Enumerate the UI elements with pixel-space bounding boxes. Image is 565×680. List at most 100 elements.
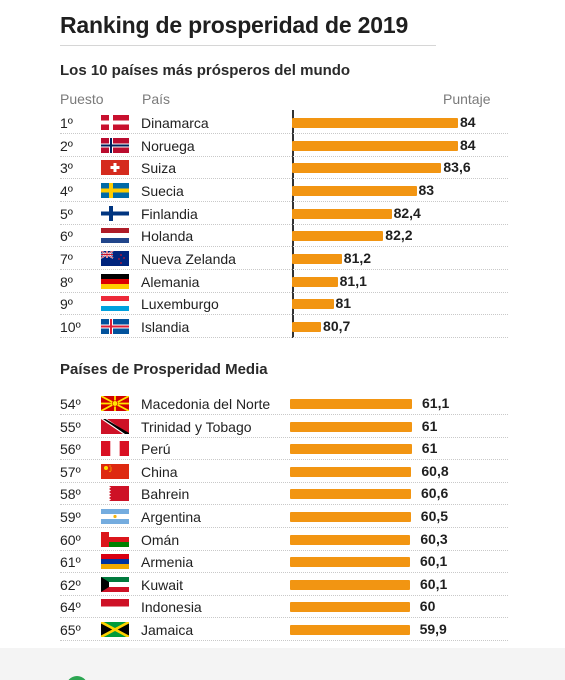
top10-row: 8º Alemania 81,1 (44, 271, 536, 293)
row-divider (60, 459, 508, 461)
medium-row: 64º Indonesia 60 (44, 596, 536, 619)
country-label: Suecia (141, 182, 184, 199)
country-label: Kuwait (141, 576, 184, 593)
value-label: 81 (335, 295, 352, 312)
bar-medium-4 (290, 489, 411, 500)
country-label: Armenia (141, 554, 194, 571)
row-divider (60, 246, 508, 248)
row-divider (60, 572, 508, 574)
flag-is-icon (101, 318, 129, 334)
medium-row: 62º Kuwait 60,1 (44, 574, 536, 596)
bar-medium-2 (290, 444, 412, 455)
value-label: 59,9 (419, 621, 447, 637)
rank-label: 10º (60, 318, 81, 335)
value-label: 60 (419, 598, 436, 615)
rank-label: 59º (60, 509, 81, 525)
rank-label: 55º (60, 418, 81, 435)
rank-label: 1º (60, 115, 73, 131)
flag-no-icon (101, 137, 129, 153)
chart-card: Ranking de prosperidad de 2019 Los 10 pa… (44, 0, 536, 648)
flag-nz-icon (101, 250, 129, 266)
value-label: 60,5 (420, 508, 449, 524)
value-label: 84 (460, 114, 476, 130)
bar-top10-5 (292, 231, 384, 242)
rank-label: 65º (60, 622, 81, 638)
rank-label: 8º (60, 273, 73, 290)
bar-medium-7 (290, 557, 410, 568)
bar-top10-4 (292, 208, 392, 219)
medium-row: 60º Omán 60,3 (44, 529, 536, 551)
rank-label: 3º (60, 160, 73, 177)
flag-id-icon (101, 599, 129, 615)
chart-title: Ranking de prosperidad de 2019 (60, 12, 409, 38)
bar-top10-0 (292, 118, 458, 128)
medium-row: 65º Jamaica 59,9 (44, 619, 536, 641)
row-divider (60, 291, 508, 293)
value-label: 81,2 (343, 249, 372, 266)
bar-top10-7 (292, 276, 338, 287)
medium-row: 56º Perú 61 (44, 438, 536, 461)
flag-lu-icon (101, 296, 129, 312)
flag-se-icon (101, 182, 129, 198)
flag-dk-icon (101, 115, 129, 130)
row-divider (60, 178, 508, 180)
rank-label: 60º (60, 531, 81, 548)
row-divider (60, 133, 508, 134)
value-label: 60,1 (420, 553, 448, 570)
value-label: 61 (421, 440, 438, 457)
flag-nl-icon (101, 228, 129, 244)
bar-top10-1 (292, 140, 458, 151)
country-label: Indonesia (141, 599, 202, 616)
country-label: Suiza (141, 160, 177, 177)
country-label: Noruega (141, 137, 195, 154)
top10-row: 4º Suecia 83 (44, 180, 536, 202)
bar-medium-5 (290, 512, 411, 522)
flag-kw-icon (101, 576, 129, 592)
value-label: 82,4 (393, 204, 421, 221)
bar-medium-1 (290, 421, 412, 432)
top10-row: 5º Finlandia 82,4 (44, 203, 536, 225)
rank-label: 9º (60, 296, 73, 313)
value-label: 83,6 (443, 159, 471, 176)
country-label: Bahrein (141, 486, 190, 503)
value-label: 83 (418, 181, 435, 198)
country-label: Jamaica (141, 622, 194, 638)
country-label: Omán (141, 531, 180, 548)
bar-top10-9 (292, 321, 322, 332)
medium-row: 55º Trinidad y Tobago 61 (44, 416, 536, 438)
flag-mk-icon (101, 396, 129, 411)
medium-row: 61º Armenia 60,1 (44, 551, 536, 574)
rank-label: 4º (60, 182, 73, 199)
top10-row: 2º Noruega 84 (44, 135, 536, 157)
section-title-top10: Los 10 países más prósperos del mundo (60, 62, 351, 79)
country-label: Finlandia (141, 205, 198, 222)
row-divider (60, 481, 508, 483)
bar-medium-10 (290, 625, 410, 635)
bar-top10-3 (292, 185, 417, 196)
country-label: Holanda (141, 228, 194, 245)
section-title-medium: Países de Prosperidad Media (60, 361, 268, 378)
row-divider (60, 527, 508, 528)
medium-row: 57º China 60,8 (44, 461, 536, 483)
top10-row: 3º Suiza 83,6 (44, 157, 536, 180)
flag-pe-icon (101, 441, 129, 457)
flag-ar-icon (101, 509, 129, 524)
country-label: Macedonia del Norte (141, 396, 271, 412)
row-divider (60, 436, 508, 438)
bar-medium-3 (290, 466, 412, 477)
flag-cn-icon (101, 463, 129, 479)
row-divider (60, 414, 508, 415)
top10-row: 6º Holanda 82,2 (44, 225, 536, 248)
row-divider (60, 223, 508, 225)
rank-label: 62º (60, 576, 81, 593)
bar-top10-6 (292, 253, 342, 264)
rank-label: 54º (60, 396, 81, 412)
rank-label: 56º (60, 441, 81, 458)
rank-label: 5º (60, 205, 73, 222)
country-label: Islandia (141, 318, 190, 335)
value-label: 80,7 (323, 317, 351, 334)
app-logo-icon (66, 676, 88, 680)
title-divider (60, 45, 436, 46)
country-label: Perú (141, 441, 171, 458)
top10-row: 9º Luxemburgo 81 (44, 293, 536, 316)
